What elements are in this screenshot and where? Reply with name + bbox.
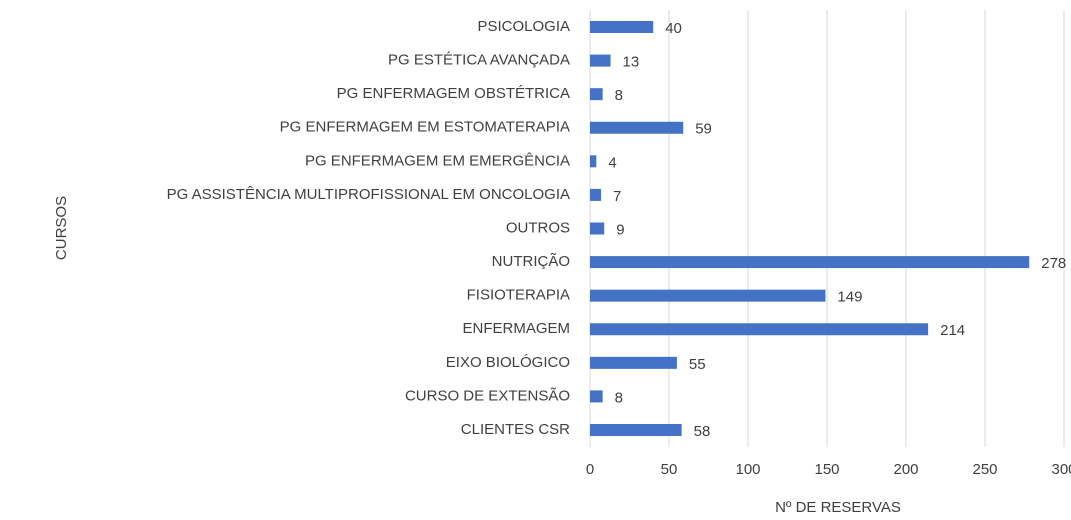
data-label: 40	[665, 20, 682, 37]
bar	[590, 222, 605, 235]
x-tick-label: 200	[893, 461, 918, 478]
x-tick-label: 250	[972, 461, 997, 478]
y-tick-label: ENFERMAGEM	[462, 320, 570, 337]
x-tick-label: 300	[1051, 461, 1071, 478]
y-tick-label: CURSO DE EXTENSÃO	[405, 387, 570, 404]
bar	[590, 356, 677, 369]
y-tick-label: NUTRIÇÃO	[492, 253, 570, 270]
y-tick-label: PG ENFERMAGEM EM EMERGÊNCIA	[305, 152, 570, 169]
data-label: 8	[615, 87, 623, 104]
y-tick-label: FISIOTERAPIA	[467, 287, 570, 304]
data-label: 58	[694, 423, 711, 440]
bar	[590, 256, 1030, 269]
data-label: 278	[1041, 255, 1066, 272]
data-label: 7	[613, 188, 621, 205]
bar	[590, 121, 684, 134]
y-tick-label: PG ENFERMAGEM OBSTÉTRICA	[337, 85, 570, 102]
bar	[590, 21, 654, 33]
y-tick-label: EIXO BIOLÓGICO	[446, 354, 570, 371]
bar	[590, 155, 597, 168]
x-tick-label: 100	[735, 461, 760, 478]
data-label: 4	[608, 154, 616, 171]
x-tick-label: 0	[586, 461, 594, 478]
x-tick-label: 150	[814, 461, 839, 478]
bar	[590, 390, 603, 403]
y-tick-label: CLIENTES CSR	[461, 421, 570, 438]
bar	[590, 424, 682, 436]
x-tick-label: 50	[661, 461, 678, 478]
y-axis-title: CURSOS	[53, 196, 70, 260]
data-label: 59	[695, 121, 712, 138]
bar	[590, 88, 603, 101]
data-label: 149	[837, 289, 862, 306]
y-tick-label: PSICOLOGIA	[477, 18, 570, 35]
data-label: 214	[940, 322, 965, 339]
y-tick-label: PG ASSISTÊNCIA MULTIPROFISSIONAL EM ONCO…	[167, 186, 570, 203]
y-tick-label: PG ESTÉTICA AVANÇADA	[388, 52, 570, 69]
y-tick-label: OUTROS	[506, 219, 570, 236]
bar	[590, 188, 602, 201]
data-label: 8	[615, 389, 623, 406]
bar	[590, 323, 929, 336]
bar	[590, 289, 826, 302]
data-label: 9	[616, 221, 624, 238]
bar	[590, 54, 611, 67]
x-axis-title: Nº DE RESERVAS	[775, 499, 901, 516]
data-label: 13	[623, 54, 640, 71]
y-tick-label: PG ENFERMAGEM EM ESTOMATERAPIA	[280, 119, 570, 136]
data-label: 55	[689, 356, 706, 373]
